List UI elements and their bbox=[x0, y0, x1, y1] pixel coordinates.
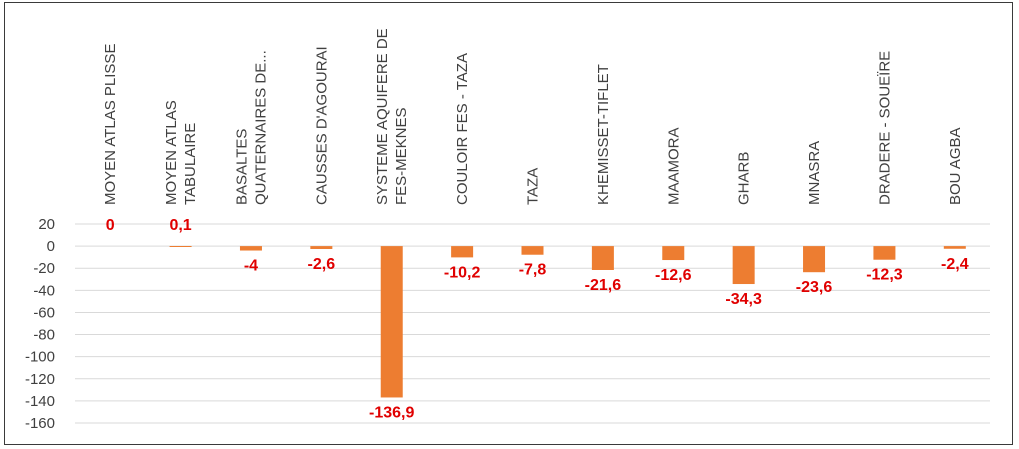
category-label: MOYEN ATLAS TABULAIRE bbox=[163, 100, 199, 205]
data-label: 0 bbox=[106, 217, 115, 234]
y-axis-ticks: 20 0 -20 -40 -60 -80 -100 -120 -140 -160 bbox=[25, 216, 55, 432]
category-label-line: GHARB bbox=[736, 152, 753, 205]
category-label: COULOIR FES - TAZA bbox=[454, 53, 471, 205]
bar bbox=[943, 246, 966, 249]
category-label-line: TABULAIRE bbox=[182, 123, 199, 205]
category-label-line: KHEMISSET-TIFLET bbox=[595, 64, 612, 205]
bar bbox=[521, 246, 544, 255]
data-label: -2,4 bbox=[941, 256, 969, 273]
y-tick-label: 20 bbox=[38, 216, 55, 233]
category-label: GHARB bbox=[736, 152, 753, 205]
data-label: -34,3 bbox=[725, 291, 762, 308]
data-labels: 0 0,1 -4 -2,6 -136,9 -10,2 -7,8 -21,6 -12,6 -34,3… bbox=[106, 217, 969, 421]
bar bbox=[451, 246, 474, 258]
y-tick-label: -40 bbox=[33, 282, 55, 299]
category-label: DRADERE - SOUEÏRE bbox=[876, 51, 893, 205]
category-label-line: BOU AGBA bbox=[947, 127, 964, 205]
bar bbox=[662, 246, 685, 261]
category-label-line: FES-MEKNES bbox=[393, 107, 410, 205]
y-tick-label: -160 bbox=[25, 415, 55, 432]
y-tick-label: -120 bbox=[25, 371, 55, 388]
bar bbox=[310, 246, 333, 249]
data-label: -12,3 bbox=[866, 267, 903, 284]
data-label: -4 bbox=[244, 258, 258, 275]
data-label: -136,9 bbox=[369, 404, 414, 421]
category-label-line: CAUSSES D'AGOURAI bbox=[313, 46, 330, 205]
bar bbox=[380, 246, 403, 398]
bars bbox=[169, 246, 966, 398]
data-label: -2,6 bbox=[308, 256, 336, 273]
data-label: -21,6 bbox=[585, 277, 622, 294]
category-labels: MOYEN ATLAS PLISSE MOYEN ATLAS TABULAIRE BA… bbox=[102, 28, 964, 205]
data-label: -12,6 bbox=[655, 267, 692, 284]
data-label: -10,2 bbox=[444, 264, 481, 281]
bar bbox=[873, 246, 896, 260]
category-label-line: DRADERE - SOUEÏRE bbox=[876, 51, 893, 205]
category-label-line: BASALTES bbox=[233, 129, 250, 205]
category-label-line: QUATERNAIRES DE... bbox=[252, 50, 269, 205]
grid-lines bbox=[75, 223, 990, 424]
bar bbox=[239, 246, 262, 251]
y-tick-label: 0 bbox=[47, 238, 55, 255]
bar bbox=[732, 246, 755, 285]
y-tick-label: -140 bbox=[25, 393, 55, 410]
y-tick-label: -100 bbox=[25, 349, 55, 366]
category-label: MAAMORA bbox=[665, 127, 682, 205]
category-label-line: MOYEN ATLAS bbox=[163, 100, 180, 205]
category-label: SYSTEME AQUIFERE DE FES-MEKNES bbox=[374, 28, 410, 205]
bar bbox=[169, 246, 192, 248]
category-label: MNASRA bbox=[806, 141, 823, 205]
category-label: BOU AGBA bbox=[947, 127, 964, 205]
data-label: -23,6 bbox=[796, 279, 833, 296]
category-label: TAZA bbox=[525, 168, 542, 205]
category-label: KHEMISSET-TIFLET bbox=[595, 64, 612, 205]
category-label: MOYEN ATLAS PLISSE bbox=[102, 44, 119, 205]
category-label-line: COULOIR FES - TAZA bbox=[454, 53, 471, 205]
category-label: CAUSSES D'AGOURAI bbox=[313, 46, 330, 205]
y-tick-label: -20 bbox=[33, 260, 55, 277]
category-label-line: SYSTEME AQUIFERE DE bbox=[374, 28, 391, 205]
bar bbox=[803, 246, 826, 273]
y-tick-label: -80 bbox=[33, 327, 55, 344]
data-label: 0,1 bbox=[169, 217, 191, 234]
category-label-line: MNASRA bbox=[806, 141, 823, 205]
bar bbox=[591, 246, 614, 270]
category-label-line: MOYEN ATLAS PLISSE bbox=[102, 44, 119, 205]
category-label-line: TAZA bbox=[525, 168, 542, 205]
y-tick-label: -60 bbox=[33, 304, 55, 321]
category-label: BASALTES QUATERNAIRES DE... bbox=[233, 50, 269, 205]
data-label: -7,8 bbox=[519, 262, 547, 279]
category-label-line: MAAMORA bbox=[665, 127, 682, 205]
